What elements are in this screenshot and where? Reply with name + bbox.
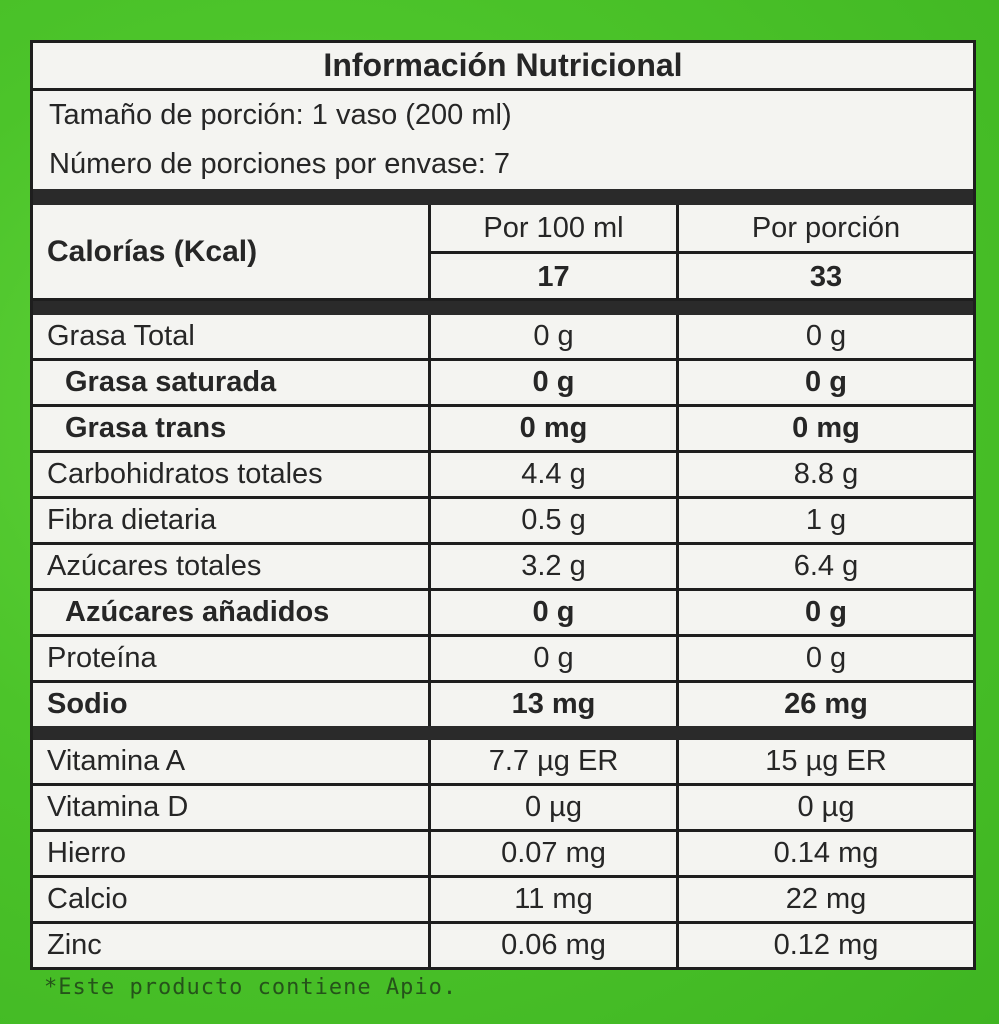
value-per-100ml: 0 g [431,315,679,358]
value-per-portion: 15 µg ER [765,745,887,777]
value-per-100ml: 0 g [431,591,679,634]
nutrient-name: Grasa trans [33,407,431,450]
table-row: Grasa saturada 0 g 0 g [33,361,973,407]
table-row: Fibra dietaria 0.5 g 1 g [33,499,973,545]
value-per-100ml: 3.2 g [431,545,679,588]
micronutrient-table: Vitamina A 7.7 µg ER 15 µg ER Vitamina D… [33,740,973,967]
serving-size: Tamaño de porción: 1 vaso (200 ml) [49,99,512,131]
macronutrient-table: Grasa Total 0 g 0 g Grasa saturada 0 g 0… [33,315,973,726]
value-per-portion: 0 µg [797,791,855,823]
value-per-portion: 0.12 mg [773,929,879,961]
calories-per-100ml: 17 [537,261,570,293]
nutrient-name: Sodio [33,683,431,726]
value-per-portion: 26 mg [784,688,868,720]
per-portion-header: Por porción [679,205,973,254]
value-per-portion: 0 g [805,366,847,398]
nutrient-name: Azúcares totales [33,545,431,588]
nutrition-facts-label: Información Nutricional Tamaño de porció… [30,40,976,970]
section-divider [33,301,973,315]
allergen-footnote: *Este producto contiene Apio. [44,975,458,1000]
value-per-100ml: 0 g [431,637,679,680]
table-row: Azúcares totales 3.2 g 6.4 g [33,545,973,591]
value-per-portion: 0 g [805,320,847,352]
table-row: Grasa trans 0 mg 0 mg [33,407,973,453]
value-per-100ml: 4.4 g [431,453,679,496]
value-per-100ml: 0.5 g [431,499,679,542]
value-per-100ml: 13 mg [431,683,679,726]
table-row: Calcio 11 mg 22 mg [33,878,973,924]
table-row: Vitamina D 0 µg 0 µg [33,786,973,832]
value-per-portion: 0.14 mg [773,837,879,869]
table-row: Hierro 0.07 mg 0.14 mg [33,832,973,878]
value-per-portion: 8.8 g [793,458,859,490]
label-title: Información Nutricional [33,43,973,91]
calories-per-portion: 33 [809,261,843,293]
value-per-100ml: 7.7 µg ER [431,740,679,783]
per-100ml-column: Por 100 ml 17 [431,205,679,298]
servings-per-container: Número de porciones por envase: 7 [49,148,511,180]
value-per-portion: 6.4 g [793,550,859,582]
nutrient-name: Hierro [33,832,431,875]
section-divider [33,726,973,740]
nutrient-name: Grasa saturada [33,361,431,404]
value-per-100ml: 11 mg [431,878,679,921]
value-per-100ml: 0 mg [431,407,679,450]
per-100ml-header: Por 100 ml [431,205,676,254]
per-portion-column: Por porción 33 [679,205,973,298]
nutrient-name: Zinc [33,924,431,967]
value-per-100ml: 0 g [431,361,679,404]
nutrient-name: Proteína [33,637,431,680]
value-per-100ml: 0 µg [431,786,679,829]
calories-block: Calorías (Kcal) Por 100 ml 17 Por porció… [33,205,973,301]
calories-label: Calorías (Kcal) [33,205,431,298]
nutrient-name: Azúcares añadidos [33,591,431,634]
value-per-100ml: 0.06 mg [431,924,679,967]
nutrient-name: Carbohidratos totales [33,453,431,496]
table-row: Zinc 0.06 mg 0.12 mg [33,924,973,967]
table-row: Carbohidratos totales 4.4 g 8.8 g [33,453,973,499]
value-per-portion: 1 g [805,504,847,536]
value-per-portion: 0 g [805,596,847,628]
table-row: Azúcares añadidos 0 g 0 g [33,591,973,637]
nutrient-name: Vitamina D [33,786,431,829]
nutrient-name: Vitamina A [33,740,431,783]
section-divider [33,189,973,205]
table-row: Sodio 13 mg 26 mg [33,683,973,726]
value-per-100ml: 0.07 mg [431,832,679,875]
table-row: Grasa Total 0 g 0 g [33,315,973,361]
table-row: Proteína 0 g 0 g [33,637,973,683]
table-row: Vitamina A 7.7 µg ER 15 µg ER [33,740,973,786]
value-per-portion: 0 mg [792,412,860,444]
nutrient-name: Grasa Total [33,315,431,358]
nutrient-name: Fibra dietaria [33,499,431,542]
value-per-portion: 0 g [805,642,847,674]
nutrient-name: Calcio [33,878,431,921]
value-per-portion: 22 mg [785,883,867,915]
